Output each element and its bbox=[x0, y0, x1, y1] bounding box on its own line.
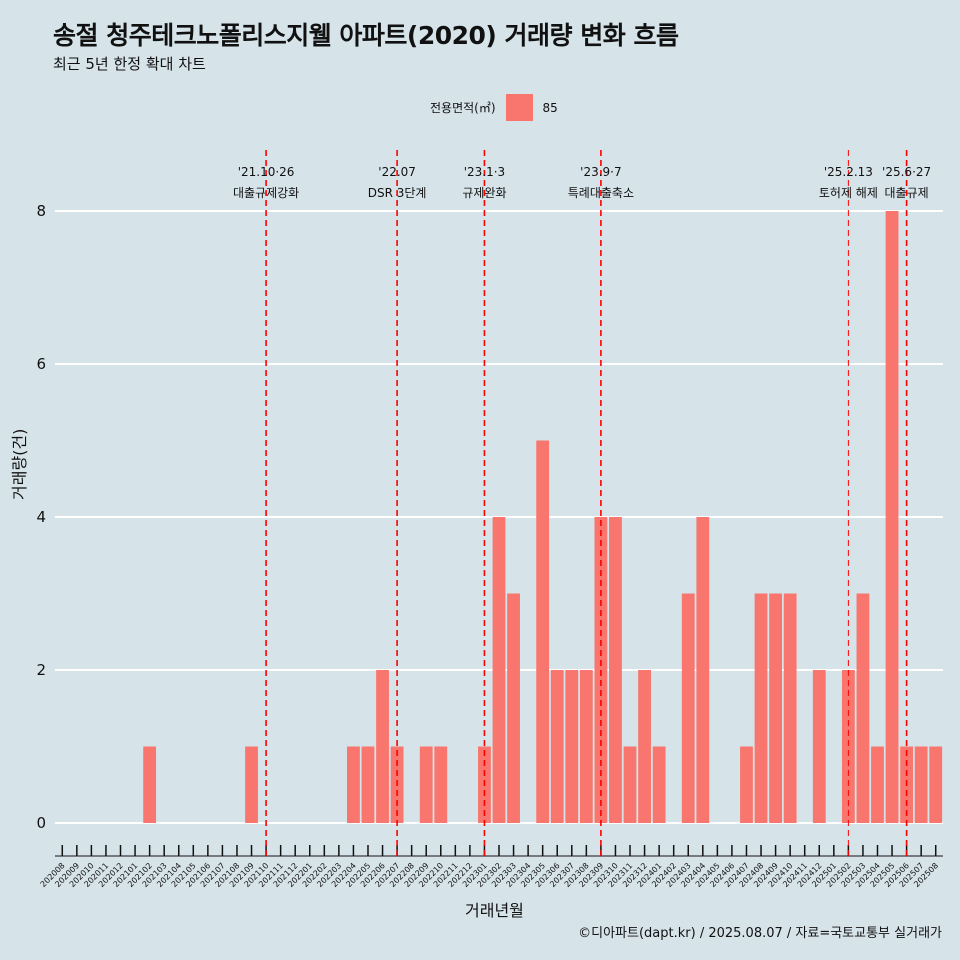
event-date-label: '25.6·27 bbox=[882, 165, 931, 179]
bar bbox=[696, 517, 710, 823]
bar bbox=[347, 746, 360, 823]
legend: 전용면적(㎡) 85 bbox=[430, 94, 558, 121]
chart-title: 송절 청주테크노폴리스지웰 아파트(2020) 거래량 변화 흐름 bbox=[53, 21, 679, 50]
bar bbox=[492, 517, 506, 823]
y-tick-label: 8 bbox=[36, 202, 46, 220]
bar bbox=[885, 211, 899, 823]
y-axis-label: 거래량(건) bbox=[10, 428, 29, 500]
event-date-label: '21.10·26 bbox=[238, 165, 295, 179]
y-tick-label: 2 bbox=[36, 661, 46, 679]
bar bbox=[623, 746, 637, 823]
event-date-label: '25.2.13 bbox=[824, 165, 873, 179]
y-tick-label: 6 bbox=[36, 355, 46, 373]
source-caption: ©디아파트(dapt.kr) / 2025.08.07 / 자료=국토교통부 실… bbox=[578, 926, 942, 941]
x-axis-label: 거래년월 bbox=[465, 901, 524, 920]
bar bbox=[812, 670, 826, 823]
event-date-label: '22.07 bbox=[378, 165, 416, 179]
legend-item-label: 85 bbox=[542, 100, 558, 115]
event-label: 규제완화 bbox=[462, 186, 506, 200]
bar bbox=[652, 746, 666, 823]
y-tick-label: 0 bbox=[36, 814, 46, 832]
legend-title: 전용면적(㎡) bbox=[430, 101, 496, 115]
bar bbox=[914, 746, 928, 823]
bar bbox=[754, 593, 768, 823]
event-label: 대출규제 bbox=[885, 186, 929, 200]
bar bbox=[536, 440, 550, 823]
event-label: 토허제 해제 bbox=[819, 186, 878, 200]
bar bbox=[856, 593, 870, 823]
bar bbox=[609, 517, 622, 823]
bar bbox=[638, 670, 651, 823]
bar bbox=[550, 670, 564, 823]
y-tick-label: 4 bbox=[36, 508, 46, 526]
event-label: 대출규제강화 bbox=[233, 186, 299, 200]
chart-subtitle: 최근 5년 한정 확대 차트 bbox=[53, 55, 206, 73]
bar bbox=[361, 746, 375, 823]
bar bbox=[871, 746, 884, 823]
bar bbox=[245, 746, 258, 823]
event-date-label: '23.9·7 bbox=[580, 165, 621, 179]
event-label: 특례대출축소 bbox=[568, 186, 634, 200]
bar bbox=[929, 746, 943, 823]
bar bbox=[565, 670, 579, 823]
event-label: DSR 3단계 bbox=[368, 186, 427, 200]
bar bbox=[143, 746, 157, 823]
bar bbox=[681, 593, 695, 823]
bar bbox=[434, 746, 448, 823]
bar bbox=[783, 593, 797, 823]
event-date-label: '23.1·3 bbox=[464, 165, 505, 179]
bar bbox=[841, 670, 855, 823]
bar bbox=[376, 670, 389, 823]
bar bbox=[507, 593, 520, 823]
bar bbox=[740, 746, 753, 823]
legend-swatch bbox=[505, 94, 533, 121]
bar bbox=[769, 593, 782, 823]
bar bbox=[419, 746, 433, 823]
bar bbox=[579, 670, 593, 823]
